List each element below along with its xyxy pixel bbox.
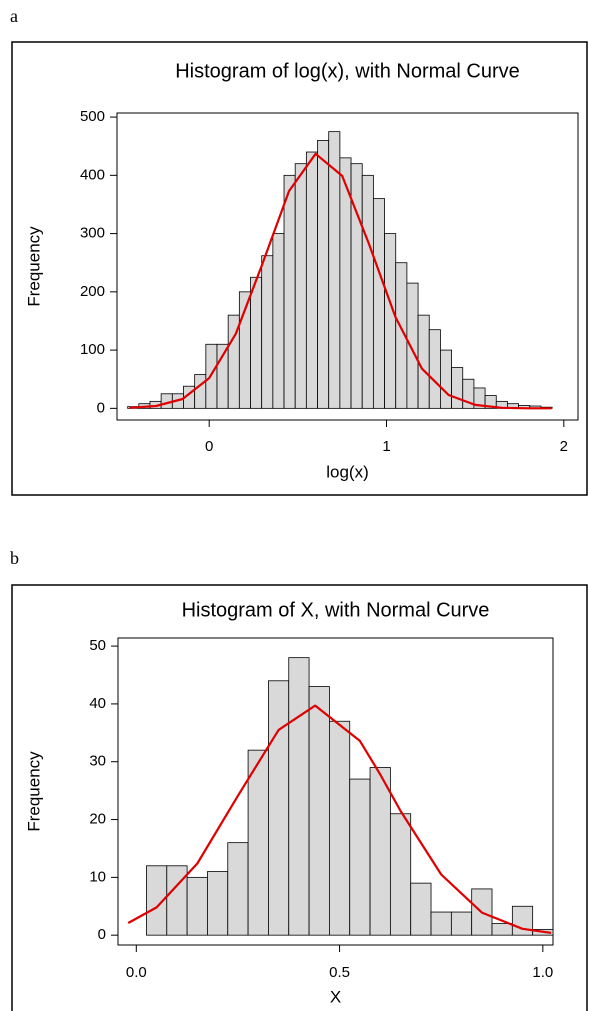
bar xyxy=(329,720,351,936)
frame xyxy=(11,41,588,496)
bar xyxy=(227,842,249,936)
frame xyxy=(11,584,588,1011)
plot-area xyxy=(117,637,554,946)
bar xyxy=(268,680,290,936)
x-axis-label: log(x) xyxy=(326,462,369,481)
chart-title: Histogram of X, with Normal Curve xyxy=(182,599,490,621)
bar xyxy=(207,871,229,936)
x-tick-label: 2 xyxy=(560,438,568,455)
x-tick-label: 1 xyxy=(382,438,390,455)
y-tick-label: 200 xyxy=(80,283,105,300)
y-axis-label: Frequency xyxy=(24,751,43,832)
bar xyxy=(194,374,207,409)
bar xyxy=(384,233,397,409)
y-axis-label: Frequency xyxy=(24,226,43,307)
y-tick-label: 500 xyxy=(80,108,105,125)
panel-label: b xyxy=(10,548,19,568)
y-tick-label: 400 xyxy=(80,166,105,183)
bar xyxy=(428,329,441,409)
y-tick-label: 10 xyxy=(89,868,106,885)
bar xyxy=(440,349,452,409)
bar xyxy=(417,314,430,409)
x-tick-label: 0.5 xyxy=(329,964,350,981)
y-tick-label: 30 xyxy=(89,753,106,770)
bar xyxy=(369,767,391,936)
normal-curve xyxy=(127,704,552,934)
y-tick-label: 0 xyxy=(97,399,105,416)
panel-label: a xyxy=(10,6,18,26)
bar xyxy=(317,139,330,409)
bar xyxy=(450,911,473,936)
bar xyxy=(308,686,330,936)
chart-title: Histogram of log(x), with Normal Curve xyxy=(175,60,520,82)
x-axis-label: X xyxy=(330,987,341,1006)
bar xyxy=(283,174,296,409)
bar xyxy=(491,923,513,936)
bar xyxy=(294,163,307,409)
bar xyxy=(272,233,285,409)
y-tick-label: 40 xyxy=(89,695,106,712)
y-tick-label: 300 xyxy=(80,225,105,242)
bar xyxy=(389,813,412,936)
bar xyxy=(451,367,464,409)
bar xyxy=(247,749,269,936)
bar xyxy=(372,198,385,409)
y-tick-label: 0 xyxy=(98,926,106,943)
bar xyxy=(406,282,419,409)
y-tick-label: 50 xyxy=(89,637,106,654)
x-tick-label: 1.0 xyxy=(532,964,553,981)
bar xyxy=(410,882,432,936)
normal-curve xyxy=(129,152,552,410)
x-tick-label: 0 xyxy=(205,438,213,455)
bar xyxy=(250,276,263,409)
y-tick-label: 100 xyxy=(80,341,105,358)
bar xyxy=(288,657,310,936)
y-tick-label: 20 xyxy=(89,811,106,828)
bar xyxy=(349,778,371,936)
bar xyxy=(361,174,374,409)
bar xyxy=(305,151,318,409)
bar xyxy=(261,255,274,409)
x-tick-label: 0.0 xyxy=(126,964,147,981)
bar xyxy=(186,876,208,936)
bar xyxy=(430,911,452,936)
plot-area xyxy=(116,112,579,421)
